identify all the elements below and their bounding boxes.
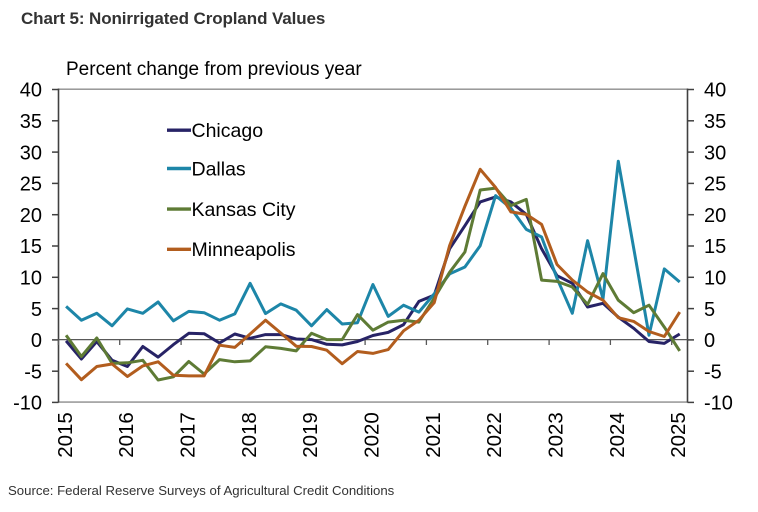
- svg-text:2024: 2024: [606, 412, 629, 458]
- svg-text:20: 20: [704, 205, 726, 227]
- svg-text:Minneapolis: Minneapolis: [192, 239, 296, 261]
- svg-text:25: 25: [704, 174, 726, 196]
- svg-text:2023: 2023: [545, 412, 568, 458]
- svg-text:Kansas City: Kansas City: [192, 199, 296, 221]
- svg-text:2015: 2015: [54, 412, 77, 458]
- svg-text:5: 5: [31, 299, 42, 321]
- svg-text:10: 10: [20, 268, 42, 290]
- svg-text:-5: -5: [24, 361, 42, 383]
- svg-text:2018: 2018: [238, 412, 261, 458]
- svg-text:2019: 2019: [299, 412, 322, 458]
- svg-text:2020: 2020: [361, 412, 384, 458]
- svg-text:25: 25: [20, 174, 42, 196]
- svg-text:2025: 2025: [667, 412, 690, 458]
- svg-text:40: 40: [704, 80, 726, 102]
- svg-text:10: 10: [704, 268, 726, 290]
- svg-text:2016: 2016: [115, 412, 138, 458]
- svg-text:Dallas: Dallas: [192, 158, 246, 180]
- svg-text:0: 0: [704, 330, 715, 352]
- svg-text:30: 30: [704, 142, 726, 164]
- svg-text:40: 40: [20, 80, 42, 102]
- svg-text:-10: -10: [704, 393, 733, 415]
- svg-text:35: 35: [704, 111, 726, 133]
- svg-text:2022: 2022: [483, 412, 506, 458]
- svg-text:15: 15: [20, 236, 42, 258]
- svg-text:2021: 2021: [422, 412, 445, 458]
- svg-text:-10: -10: [13, 393, 42, 415]
- svg-text:30: 30: [20, 142, 42, 164]
- svg-text:15: 15: [704, 236, 726, 258]
- svg-text:0: 0: [31, 330, 42, 352]
- svg-text:5: 5: [704, 299, 715, 321]
- svg-text:20: 20: [20, 205, 42, 227]
- svg-text:35: 35: [20, 111, 42, 133]
- svg-text:-5: -5: [704, 361, 722, 383]
- svg-text:2017: 2017: [177, 412, 200, 458]
- svg-text:Chicago: Chicago: [192, 120, 264, 142]
